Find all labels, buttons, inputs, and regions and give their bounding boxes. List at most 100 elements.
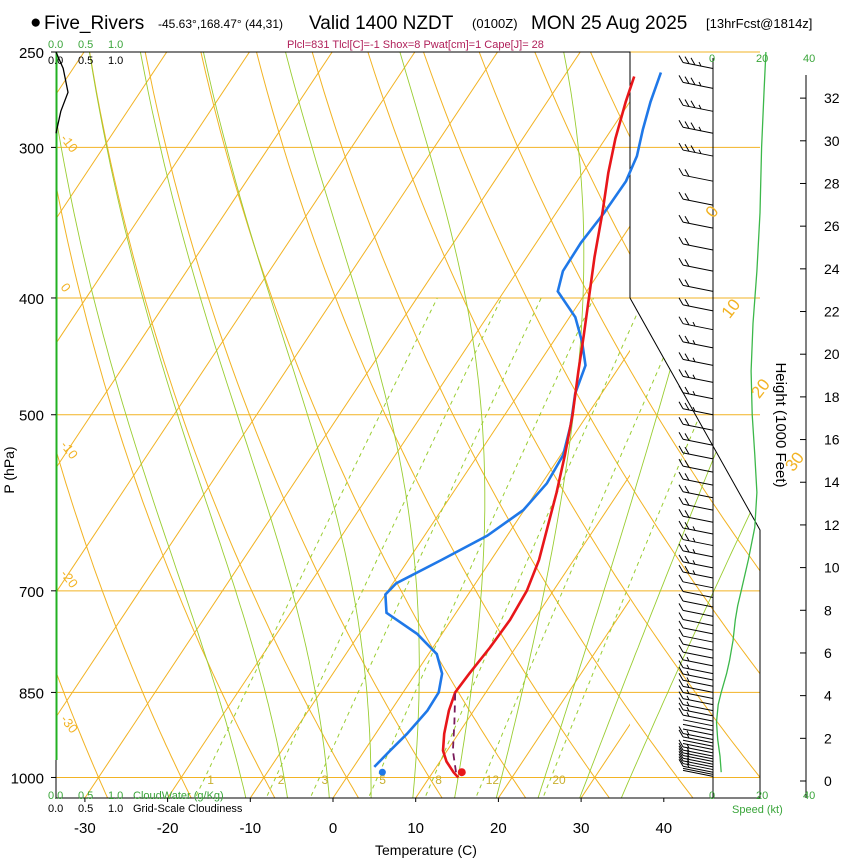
wind-barb <box>682 515 714 523</box>
height-tick-label: 14 <box>824 474 840 490</box>
mixing-ratio-line <box>540 297 751 798</box>
wind-barb-feather <box>686 695 690 701</box>
cloud-water-top-tick-1: 0.5 <box>78 39 93 51</box>
wind-barb-feather <box>684 99 690 107</box>
height-tick-label: 18 <box>824 389 840 405</box>
cloud-water-bottom-tick-0: 0.0 <box>48 790 63 802</box>
wind-barb-feather <box>678 628 684 637</box>
isotherm-line <box>56 52 251 345</box>
wind-barb-feather <box>684 386 690 395</box>
wind-barb-feather <box>684 56 690 64</box>
wind-barb-feather <box>690 100 696 108</box>
speed-tick-label: 20 <box>756 790 768 802</box>
wind-barb-feather <box>684 433 690 441</box>
dry-adiabat-line <box>56 52 111 798</box>
wind-barb-feather <box>678 520 684 529</box>
wind-barb-feather <box>684 473 690 481</box>
wind-barb-feather <box>678 612 684 620</box>
wind-barb <box>682 752 714 760</box>
wind-barb <box>682 709 714 717</box>
wind-barb <box>682 149 714 157</box>
height-tick-label: 32 <box>824 90 840 106</box>
wind-barb-feather <box>684 353 690 361</box>
wind-barb <box>682 659 714 667</box>
isotherm-line <box>166 100 630 798</box>
wind-barb-feather <box>678 445 684 454</box>
isotherm-line <box>56 52 85 96</box>
cloud-water-top-tick-0: 0.0 <box>48 39 63 51</box>
cloud-scales: 0.0 0.5 1.0 0.0 0.5 1.0 0.0 0.5 1.0 Clou… <box>48 39 243 815</box>
parcel-path <box>451 692 457 773</box>
moist-adiabat-line <box>577 52 760 798</box>
stability-indices: Plcl=831 Tlcl[C]=-1 Shox=8 Pwat[cm]=1 Ca… <box>287 39 544 51</box>
wind-barb-feather <box>678 257 684 266</box>
wind-barb-feather <box>678 543 684 552</box>
wind-barb <box>682 651 714 659</box>
dewpoint-line <box>373 72 663 768</box>
speed-tick-label: 0 <box>709 53 715 65</box>
cloudiness-profile <box>55 51 69 134</box>
wind-barb <box>682 743 714 751</box>
dry-adiabat-line <box>305 52 698 798</box>
wind-barb-feather <box>678 416 684 425</box>
mixing-ratio-label: 1 <box>207 773 214 787</box>
wind-barb-feather <box>678 750 684 759</box>
isotherm-line <box>56 52 499 718</box>
surface-temperature-marker <box>457 768 466 777</box>
height-tick-label: 0 <box>824 773 832 789</box>
station-name: Five_Rivers <box>44 13 144 34</box>
wind-barb <box>682 739 714 747</box>
wind-barb <box>682 392 714 400</box>
dry-adiabat-line <box>140 52 446 798</box>
moist-adiabat-line <box>285 52 420 798</box>
wind-barb-feather <box>684 460 690 468</box>
wind-barb-feather <box>692 570 696 575</box>
wind-barb-feather <box>678 679 684 687</box>
wind-barb-feather <box>678 385 684 394</box>
wind-barb-feather <box>684 144 690 152</box>
wind-barb-feather <box>698 61 702 67</box>
station-dot: ● <box>30 12 41 33</box>
wind-barb-feather <box>686 701 690 707</box>
wind-barb <box>682 491 714 499</box>
height-tick-label: 30 <box>824 133 840 149</box>
wind-barb-feather <box>678 593 684 602</box>
wind-barb <box>682 174 714 182</box>
wind-barb-feather <box>692 321 696 327</box>
mixing-ratio-label: 12 <box>486 773 500 787</box>
isotherm-line <box>415 474 630 798</box>
wind-barb-feather <box>698 149 702 154</box>
y-axis-title: P (hPa) <box>1 446 17 493</box>
wind-barb-feather <box>690 77 696 86</box>
isotherm-line <box>644 31 850 828</box>
x-axis-title: Temperature (C) <box>375 842 477 858</box>
wind-barb <box>682 769 714 777</box>
dry-adiabat-line <box>580 52 760 798</box>
isotherm-line <box>497 598 630 798</box>
isotherm-label: 10 <box>718 295 745 322</box>
x-tick-label: 40 <box>655 820 672 837</box>
mixing-ratio-lines <box>192 297 751 798</box>
wind-barb-feather <box>692 340 696 345</box>
cloud-water-top-tick-2: 1.0 <box>108 39 123 51</box>
cloudiness-top-tick-1: 0.5 <box>78 55 93 67</box>
mixing-ratio-line <box>307 297 542 798</box>
wind-barb-feather <box>686 656 690 662</box>
wind-barb <box>682 749 714 757</box>
wind-barb-feather <box>678 691 684 699</box>
cloudiness-line <box>55 51 69 134</box>
wind-barb-feather <box>678 532 684 540</box>
wind-barb <box>682 284 714 292</box>
wind-barb-feather <box>684 521 690 530</box>
moist-adiabat-line <box>202 52 372 798</box>
wind-barb-feather <box>678 554 684 563</box>
pressure-tick-label: 850 <box>19 685 44 702</box>
wind-barb-feather <box>678 726 684 734</box>
wind-barb <box>682 423 714 431</box>
wind-barb <box>682 673 714 681</box>
x-tick-label: 30 <box>573 820 590 837</box>
wind-barb-feather <box>678 458 684 467</box>
wind-barb-feather <box>684 335 690 344</box>
height-tick-label: 20 <box>824 346 840 362</box>
dry-adiabat-line <box>56 52 278 798</box>
